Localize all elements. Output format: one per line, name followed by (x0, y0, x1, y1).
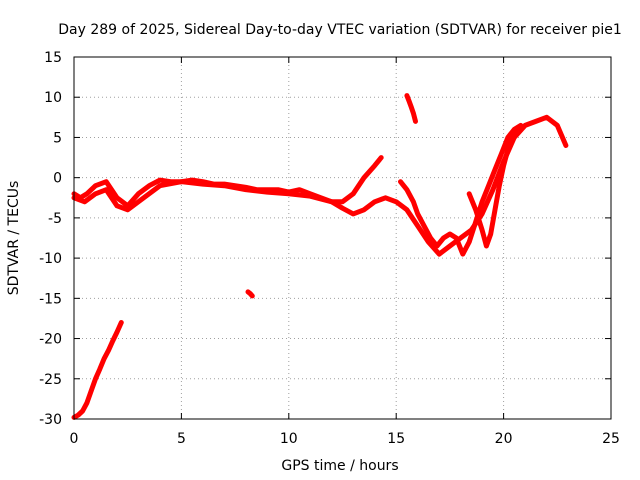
chart-title: Day 289 of 2025, Sidereal Day-to-day VTE… (58, 22, 622, 38)
tick-layer: 0 5 10 15 20 25 15 10 5 0 -5 -10 -15 -20 -25 -30 (39, 50, 620, 447)
series-track-a (71, 155, 384, 209)
x-tick-label: 0 (70, 431, 79, 447)
y-tick-label: -30 (39, 412, 62, 428)
x-axis-label: GPS time / hours (281, 458, 398, 474)
grid-layer (74, 57, 611, 419)
series-layer (71, 93, 569, 420)
x-tick-label: 10 (280, 431, 298, 447)
series-track-d (466, 126, 519, 249)
plot-frame (73, 56, 612, 420)
y-tick-label: -15 (39, 291, 62, 307)
y-tick-label: -25 (39, 372, 62, 388)
x-tick-label: 15 (387, 431, 405, 447)
series-segment-2 (404, 93, 418, 124)
x-tick-label: 5 (177, 431, 186, 447)
series-segment-3 (245, 289, 255, 299)
y-tick-label: 15 (44, 50, 62, 66)
y-tick-label: 10 (44, 90, 62, 106)
x-tick-label: 25 (602, 431, 620, 447)
y-tick-label: 5 (53, 130, 62, 146)
y-tick-label: -10 (39, 251, 62, 267)
y-tick-label: -5 (48, 211, 62, 227)
y-tick-label: -20 (39, 332, 62, 348)
series-track-c (398, 122, 524, 257)
x-tick-label: 20 (495, 431, 513, 447)
y-tick-label: 0 (53, 171, 62, 187)
series-segment-1 (71, 320, 124, 420)
y-axis-label: SDTVAR / TECUs (6, 181, 22, 296)
